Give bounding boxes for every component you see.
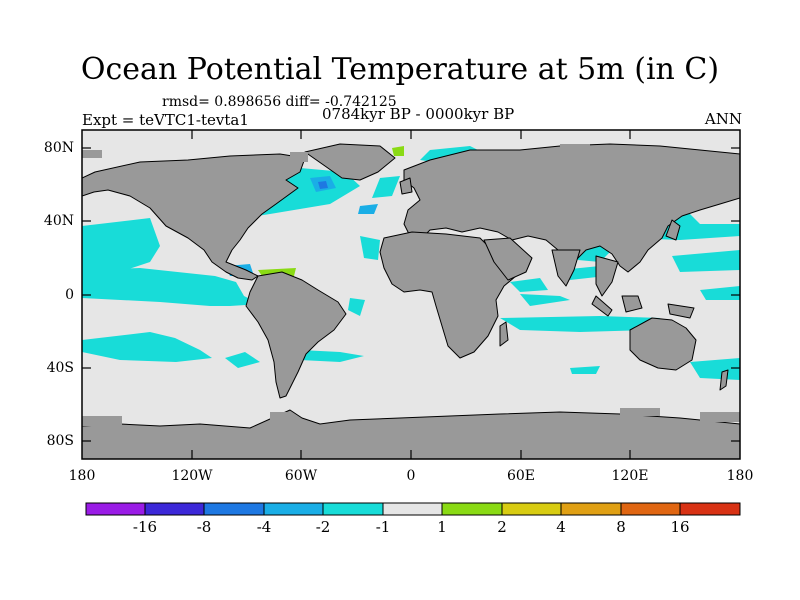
colorbar-box (85, 502, 146, 516)
borneo (621, 295, 643, 313)
land-masses (82, 143, 740, 459)
ice-cells (82, 144, 740, 426)
north-america (82, 153, 306, 281)
stats-text: rmsd= 0.898656 diff= -0.742125 (162, 94, 397, 110)
lon-label: 0 (406, 468, 416, 484)
colorbar-box (620, 502, 681, 516)
antarctica (82, 409, 740, 459)
madagascar (499, 321, 509, 347)
south-america (245, 271, 347, 399)
lon-label: 180 (68, 468, 96, 484)
lat-label: 40N (43, 213, 74, 229)
lat-label: 0 (65, 287, 74, 303)
british-isles (399, 177, 413, 195)
colorbar-box (263, 502, 324, 516)
colorbar-box (144, 502, 205, 516)
colorbar-box (441, 502, 503, 516)
map-title: Ocean Potential Temperature at 5m (in C) (80, 52, 720, 87)
indochina (595, 255, 619, 297)
new-zealand (719, 369, 729, 391)
greenland (304, 143, 396, 181)
colorbar-box (203, 502, 265, 516)
colorbar (85, 502, 741, 516)
colorbar-label: 16 (670, 518, 690, 536)
colorbar-label: -8 (196, 518, 212, 536)
colorbar-label: 2 (497, 518, 507, 536)
axis-ticks (82, 130, 740, 459)
japan (665, 219, 681, 241)
colorbar-label: -1 (375, 518, 391, 536)
lon-label: 120E (611, 468, 649, 484)
lat-label: 80S (46, 433, 74, 449)
colorbar-box (560, 502, 622, 516)
lon-label: 60W (284, 468, 318, 484)
lon-label: 180 (726, 468, 754, 484)
colorbar-label: 8 (616, 518, 626, 536)
colorbar-label: -2 (315, 518, 331, 536)
colorbar-box (322, 502, 384, 516)
colorbar-label: 4 (556, 518, 566, 536)
colorbar-label: -16 (132, 518, 158, 536)
india (551, 249, 581, 287)
colorbar-label: -4 (256, 518, 272, 536)
colorbar-box (679, 502, 741, 516)
season-label: ANN (704, 110, 742, 128)
colorbar-box (501, 502, 562, 516)
colorbar-box (382, 502, 443, 516)
period-label: 0784kyr BP - 0000kyr BP (322, 105, 515, 123)
arabia (483, 237, 533, 281)
experiment-label: Expt = teVTC1-tevta1 (82, 111, 249, 129)
australia (629, 317, 697, 371)
lat-label: 80N (43, 140, 74, 156)
lon-label: 60E (506, 468, 536, 484)
colorbar-label: 1 (437, 518, 447, 536)
new-guinea (667, 303, 695, 319)
lon-label: 120W (171, 468, 213, 484)
sumatra (591, 295, 613, 317)
lat-label: 40S (46, 360, 74, 376)
